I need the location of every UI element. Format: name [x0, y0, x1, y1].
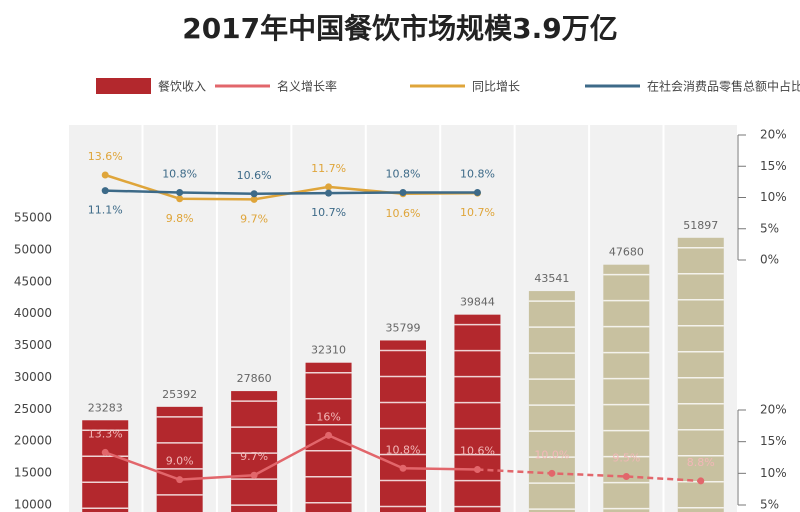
data-label: 10.8% [460, 168, 495, 181]
data-label: 43541 [534, 272, 569, 285]
data-label: 51897 [683, 219, 718, 232]
data-label: 47680 [609, 246, 644, 259]
point [176, 195, 184, 203]
y2-tick-label: 20% [760, 128, 787, 142]
y-tick-label: 20000 [14, 434, 52, 448]
data-label: 10.0% [534, 448, 569, 461]
y-tick-label: 10000 [14, 498, 52, 512]
point [399, 189, 407, 196]
point [250, 190, 258, 198]
y-tick-label: 50000 [14, 242, 52, 256]
data-label: 10.8% [386, 443, 421, 456]
data-label: 11.1% [88, 204, 123, 217]
data-label: 9.7% [240, 450, 268, 463]
point [325, 189, 333, 197]
bar [603, 264, 650, 512]
legend-label: 名义增长率 [277, 79, 337, 94]
data-label: 9.8% [166, 212, 194, 225]
bar [380, 340, 426, 512]
legend-swatch [96, 78, 151, 94]
data-label: 10.8% [162, 168, 197, 181]
data-label: 13.6% [88, 150, 123, 163]
bar [528, 291, 575, 512]
data-label: 9.0% [166, 455, 194, 468]
point [176, 189, 184, 196]
point [325, 183, 333, 191]
y2-tick-label: 10% [760, 466, 787, 480]
y-tick-label: 55000 [14, 211, 52, 225]
y2-tick-label: 20% [760, 403, 787, 417]
point [697, 477, 705, 485]
point [250, 195, 258, 203]
data-label: 11.7% [311, 162, 346, 175]
data-label: 9.7% [240, 212, 268, 225]
y-tick-label: 15000 [14, 466, 52, 480]
line [104, 433, 478, 481]
data-label: 8.8% [687, 456, 715, 469]
y2-tick-label: 10% [760, 190, 787, 204]
data-label: 32310 [311, 344, 346, 357]
data-label: 10.6% [237, 169, 272, 182]
point [622, 473, 630, 480]
data-label: 10.6% [460, 445, 495, 458]
data-label: 10.8% [386, 168, 421, 181]
data-label: 10.6% [386, 207, 421, 220]
point [473, 189, 481, 196]
point [101, 187, 109, 195]
line [105, 189, 478, 196]
data-label: 27860 [237, 372, 272, 385]
y2-tick-label: 0% [760, 253, 779, 267]
y2-tick-label: 5% [760, 498, 779, 512]
point [399, 464, 407, 472]
y-tick-label: 40000 [14, 306, 52, 320]
data-label: 13.3% [88, 427, 123, 440]
data-label: 35799 [386, 321, 421, 334]
y-tick-label: 30000 [14, 370, 52, 384]
y-tick-label: 45000 [14, 274, 52, 288]
point [176, 476, 184, 484]
bar [454, 314, 501, 512]
data-label: 25392 [162, 388, 197, 401]
data-label: 16% [316, 410, 340, 423]
y2-tick-label: 15% [760, 159, 787, 173]
y2-tick-label: 15% [760, 434, 787, 448]
y-tick-label: 25000 [14, 402, 52, 416]
y-tick-label: 35000 [14, 338, 52, 352]
data-label: 39844 [460, 296, 495, 309]
data-label: 9.5% [612, 452, 640, 465]
chart-title: 2017年中国餐饮市场规模3.9万亿 [182, 12, 618, 45]
y2-tick-label: 5% [760, 221, 779, 235]
data-label: 23283 [88, 401, 123, 414]
point [101, 448, 109, 456]
point [325, 431, 333, 439]
data-label: 10.7% [460, 206, 495, 219]
legend-label: 餐饮收入 [158, 79, 206, 94]
bar [677, 237, 724, 512]
data-label: 10.7% [311, 206, 346, 219]
point [473, 466, 481, 474]
legend-label: 在社会消费品零售总额中占比 [647, 79, 800, 94]
bar [82, 420, 129, 512]
bar [231, 391, 278, 512]
line-projected [477, 468, 701, 483]
point [548, 469, 556, 477]
point [250, 471, 258, 479]
legend-label: 同比增长 [472, 80, 520, 94]
point [101, 171, 109, 179]
